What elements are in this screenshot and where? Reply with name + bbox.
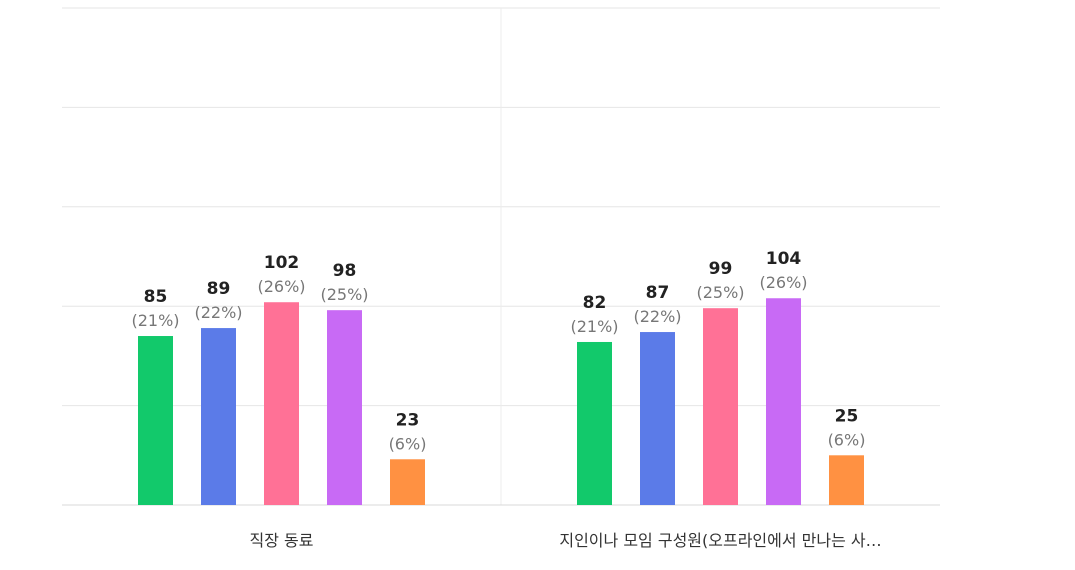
bar-percent-label: (25%): [696, 283, 744, 302]
bar-value-label: 102: [264, 253, 300, 273]
gridlines: [62, 7, 940, 506]
bar: [577, 341, 612, 505]
bar-value-label: 98: [333, 261, 357, 281]
bar-percent-label: (22%): [194, 303, 242, 322]
category-label: 지인이나 모임 구성원(오프라인에서 만나는 사…: [559, 531, 881, 550]
bar: [829, 455, 864, 505]
bar-percent-label: (6%): [389, 434, 427, 453]
bars: [138, 298, 864, 505]
bar: [264, 302, 299, 505]
bar: [138, 336, 173, 505]
bar-percent-label: (26%): [257, 277, 305, 296]
bar-value-label: 85: [144, 287, 168, 307]
bar-value-label: 23: [396, 410, 420, 430]
data-labels: 85 (21%) 89 (22%) 102 (26%) 98 (25%) 23 (6%) 82 (21…: [131, 249, 865, 453]
bar-percent-label: (25%): [320, 285, 368, 304]
bar: [766, 298, 801, 505]
bar-value-label: 82: [583, 293, 607, 313]
bar: [390, 459, 425, 505]
bar-percent-label: (21%): [570, 317, 618, 336]
bar: [703, 308, 738, 505]
bar: [327, 310, 362, 505]
bar-value-label: 104: [766, 249, 802, 269]
bar-value-label: 99: [709, 259, 733, 279]
bar-percent-label: (26%): [759, 273, 807, 292]
bar: [201, 328, 236, 505]
bar-value-label: 25: [835, 406, 859, 426]
bar-percent-label: (6%): [828, 430, 866, 449]
bar: [640, 332, 675, 505]
category-labels: 직장 동료 지인이나 모임 구성원(오프라인에서 만나는 사…: [250, 531, 882, 550]
bar-percent-label: (22%): [633, 307, 681, 326]
bar-value-label: 87: [646, 283, 670, 303]
bar-percent-label: (21%): [131, 311, 179, 330]
category-label: 직장 동료: [250, 531, 314, 550]
bar-value-label: 89: [207, 279, 231, 299]
